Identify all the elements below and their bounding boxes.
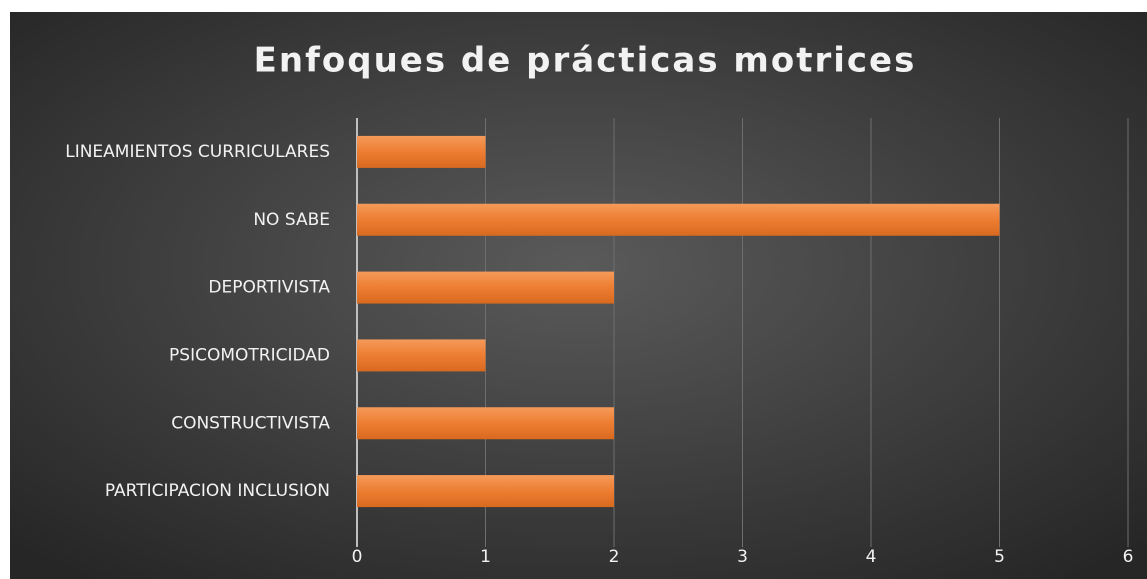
x-tick-label: 1 xyxy=(480,547,491,567)
bar xyxy=(357,203,1000,236)
x-tick-label: 2 xyxy=(609,547,620,567)
x-tick-label: 0 xyxy=(352,547,363,567)
y-tick-label: CONSTRUCTIVISTA xyxy=(171,413,330,433)
y-tick-label: PSICOMOTRICIDAD xyxy=(169,345,330,365)
x-tick-label: 3 xyxy=(737,547,748,567)
x-tick-label: 5 xyxy=(994,547,1005,567)
bar xyxy=(357,135,486,168)
bar xyxy=(357,339,486,372)
bar xyxy=(357,475,614,508)
bar xyxy=(357,271,614,304)
x-tick-label: 6 xyxy=(1123,547,1134,567)
x-tick-label: 4 xyxy=(866,547,877,567)
y-tick-label: PARTICIPACION INCLUSION xyxy=(105,481,330,501)
y-tick-label: DEPORTIVISTA xyxy=(208,278,330,298)
bar xyxy=(357,407,614,440)
y-tick-label: NO SABE xyxy=(253,210,330,230)
chart-title: Enfoques de prácticas motrices xyxy=(254,41,917,81)
y-tick-label: LINEAMIENTOS CURRICULARES xyxy=(65,142,330,162)
